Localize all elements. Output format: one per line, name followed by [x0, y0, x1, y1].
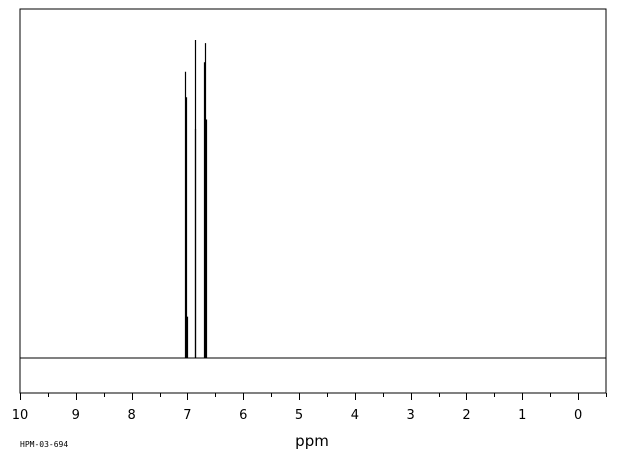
x-axis-tick-label: 1 — [518, 408, 526, 423]
x-axis-tick-label: 4 — [351, 408, 359, 423]
x-axis-tick-label: 7 — [183, 408, 191, 423]
x-axis-tick-labels: 10 9 8 7 6 5 4 3 2 1 0 — [12, 408, 583, 423]
plot-frame — [19, 8, 607, 394]
x-axis-tick-label: 6 — [239, 408, 247, 423]
x-axis-tick-label: 8 — [127, 408, 135, 423]
spectrum-peaks — [184, 40, 208, 358]
x-axis-tick-label: 3 — [407, 408, 415, 423]
x-axis-tick-label: 5 — [295, 408, 303, 423]
x-axis-title: ppm — [295, 432, 329, 450]
x-axis-tick-label: 10 — [12, 408, 29, 423]
x-axis-tick-label: 9 — [72, 408, 80, 423]
x-axis-tick-label: 2 — [462, 408, 470, 423]
x-axis-ticks — [20, 393, 607, 400]
spectrum-code: HPM-03-694 — [20, 440, 68, 449]
x-axis-tick-label: 0 — [574, 408, 582, 423]
